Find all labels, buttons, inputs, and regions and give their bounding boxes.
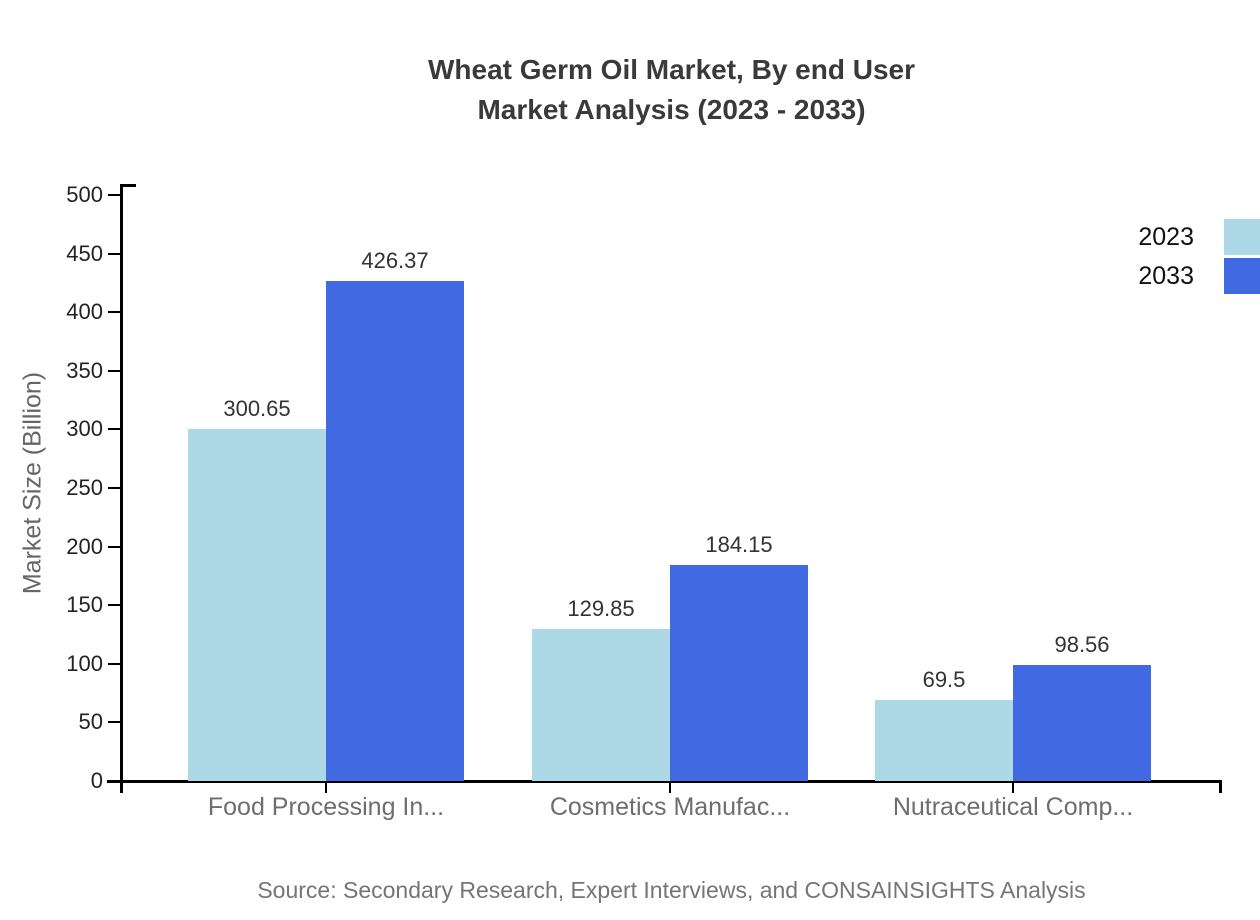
bar-2033: [670, 565, 808, 781]
bar-2023: [532, 628, 670, 781]
y-tick-label: 0: [90, 768, 103, 793]
y-tick-mark: [108, 428, 121, 431]
bar-2033: [326, 281, 464, 781]
legend-item-2033: 2033: [1080, 258, 1260, 294]
y-axis-top-cap: [121, 184, 136, 187]
bar-2023: [875, 699, 1013, 781]
y-tick-mark: [108, 487, 121, 489]
legend-label: 2023: [1138, 222, 1194, 251]
bar-value-label: 129.85: [567, 595, 635, 621]
y-tick-label: 100: [66, 650, 103, 676]
legend-swatch-icon: [1224, 258, 1260, 294]
y-tick-mark: [108, 194, 121, 196]
chart-title: Wheat Germ Oil Market, By end User Marke…: [121, 50, 1222, 130]
y-tick-label: 300: [66, 416, 103, 442]
bar-2033: [1013, 665, 1151, 781]
x-category-label: Cosmetics Manufac...: [549, 793, 791, 821]
y-tick-label: 350: [66, 357, 103, 383]
legend-item-2023: 2023: [1080, 219, 1260, 255]
x-tick-mark: [1012, 781, 1014, 793]
bar-value-label: 300.65: [223, 395, 291, 421]
y-tick-mark: [108, 369, 121, 372]
x-axis-line: [107, 780, 1222, 783]
bar-value-label: 98.56: [1054, 632, 1110, 658]
x-category-label: Food Processing In...: [207, 793, 445, 821]
y-tick-mark: [108, 662, 121, 665]
x-category-label: Nutraceutical Comp...: [892, 793, 1134, 821]
legend: 2023 2033: [1080, 219, 1260, 294]
legend-swatch-icon: [1224, 219, 1260, 255]
y-tick-label: 450: [66, 240, 103, 266]
y-tick-mark: [108, 311, 121, 314]
y-tick-label: 250: [66, 475, 103, 500]
y-tick-mark: [108, 721, 121, 724]
y-tick-mark: [108, 545, 121, 548]
bar-value-label: 426.37: [361, 248, 429, 274]
x-axis-end-cap: [1219, 780, 1222, 793]
y-tick-mark: [108, 252, 121, 255]
x-tick-mark: [669, 781, 671, 793]
source-note: Source: Secondary Research, Expert Inter…: [257, 877, 1086, 903]
chart-title-line1: Wheat Germ Oil Market, By end User: [427, 54, 916, 85]
legend-label: 2033: [1138, 261, 1194, 290]
y-tick-label: 50: [78, 709, 103, 735]
y-tick-label: 200: [66, 533, 103, 559]
bar-value-label: 69.5: [922, 666, 966, 692]
y-tick-label: 500: [66, 182, 103, 207]
bar-2023: [188, 428, 326, 781]
y-tick-label: 150: [66, 592, 103, 618]
bar-value-label: 184.15: [705, 532, 773, 558]
chart-title-line2: Market Analysis (2023 - 2033): [477, 94, 866, 125]
y-tick-mark: [108, 604, 121, 607]
x-tick-mark: [325, 781, 327, 793]
y-axis-line: [120, 184, 123, 793]
y-tick-label: 400: [66, 299, 103, 325]
